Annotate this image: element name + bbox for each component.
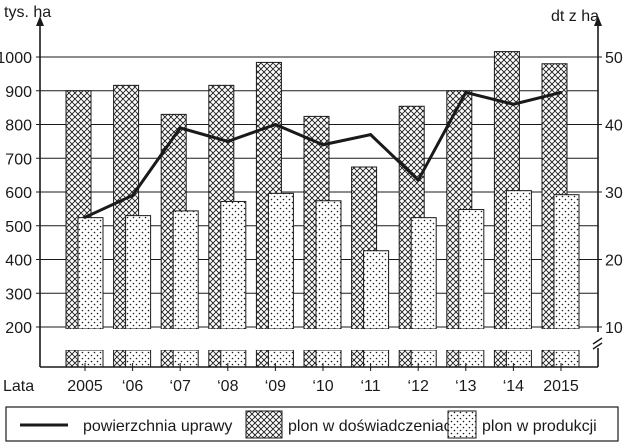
x-tick-label: 2015 bbox=[543, 378, 579, 395]
line-point bbox=[226, 139, 230, 143]
bar-production bbox=[172, 210, 199, 330]
x-tick-label: ‘10 bbox=[312, 378, 333, 395]
x-axis-prefix: Lata bbox=[3, 378, 34, 395]
x-tick-label: 2005 bbox=[67, 378, 103, 395]
legend-label-production: plon w produkcji bbox=[482, 418, 597, 435]
legend-box bbox=[5, 406, 619, 442]
bar-production bbox=[410, 217, 437, 330]
bar-production bbox=[315, 200, 342, 330]
y-left-tick-label: 400 bbox=[5, 253, 32, 270]
bar-production bbox=[505, 190, 532, 330]
bar-production-stub bbox=[220, 349, 247, 368]
bars bbox=[41, 51, 597, 368]
bar-production bbox=[267, 192, 294, 330]
line-point bbox=[273, 123, 277, 126]
legend-swatch-production bbox=[447, 410, 477, 439]
line-point bbox=[369, 133, 373, 137]
y-left-tick-label: 500 bbox=[5, 219, 32, 236]
legend-label-line: powierzchnia uprawy bbox=[83, 418, 232, 435]
y-left-tick-label: 200 bbox=[5, 320, 32, 337]
bar-production-stub bbox=[553, 349, 580, 368]
axis-break-mark bbox=[592, 337, 603, 350]
bar-production bbox=[125, 215, 152, 330]
bar-production-stub bbox=[410, 349, 437, 368]
x-tick-label: ‘12 bbox=[408, 378, 429, 395]
line-point bbox=[511, 102, 515, 106]
y-right-tick-label: 30 bbox=[605, 185, 623, 202]
bar-production-stub bbox=[315, 349, 342, 368]
y-left-tick-label: 600 bbox=[5, 185, 32, 202]
bar-production bbox=[363, 250, 390, 330]
y-left-axis-title: tys. ha bbox=[4, 4, 51, 21]
y-right-axis-title: dt z ha bbox=[551, 8, 599, 25]
bar-production-stub bbox=[172, 349, 199, 368]
y-right-tick-label: 10 bbox=[605, 320, 623, 337]
y-left-tick-label: 800 bbox=[5, 118, 32, 135]
bar-production-stub bbox=[267, 349, 294, 368]
x-tick-label: ‘06 bbox=[122, 378, 143, 395]
line-point bbox=[321, 143, 325, 147]
line-point bbox=[559, 90, 563, 94]
legend: powierzchnia uprawy plon w doświadczeniac… bbox=[5, 406, 619, 442]
axes bbox=[36, 16, 603, 371]
bar-production bbox=[220, 200, 247, 330]
line-point bbox=[131, 193, 135, 197]
line-point bbox=[178, 126, 182, 130]
x-tick-label: ‘13 bbox=[455, 378, 476, 395]
y-right-tick-label: 20 bbox=[605, 253, 623, 270]
bar-production-stub bbox=[505, 349, 532, 368]
line-series bbox=[83, 90, 563, 219]
bar-production bbox=[553, 194, 580, 330]
y-left-tick-label: 1000 bbox=[0, 50, 32, 67]
bar-production bbox=[458, 209, 485, 330]
y-left-tick-label: 300 bbox=[5, 286, 32, 303]
bar-production-stub bbox=[458, 349, 485, 368]
line-point bbox=[83, 215, 87, 219]
bar-production-stub bbox=[77, 349, 104, 368]
bar-production-stub bbox=[363, 349, 390, 368]
bar-production bbox=[77, 217, 104, 330]
y-axis-right-arrow bbox=[594, 16, 602, 26]
axis-break-band bbox=[41, 329, 597, 350]
x-tick-label: ‘11 bbox=[361, 378, 381, 395]
y-right-tick-label: 50 bbox=[605, 50, 623, 67]
x-tick-label: ‘09 bbox=[265, 378, 286, 395]
legend-label-experiments: plon w doświadczeniach bbox=[288, 418, 461, 435]
line-point bbox=[464, 90, 468, 94]
bar-production-stub bbox=[125, 349, 152, 368]
x-tick-label: ‘07 bbox=[170, 378, 191, 395]
x-tick-label: ‘08 bbox=[217, 378, 238, 395]
y-right-tick-label: 40 bbox=[605, 118, 623, 135]
axis-labels: 200 300 400 500 600 700 800 900 1000 10 20 30 40 50 ty… bbox=[0, 4, 623, 395]
line-point bbox=[416, 178, 420, 182]
x-tick-label: ‘14 bbox=[503, 378, 524, 395]
legend-swatch-experiments bbox=[245, 410, 283, 439]
y-left-tick-label: 900 bbox=[5, 84, 32, 101]
y-axis-left-arrow bbox=[36, 16, 44, 26]
y-left-tick-label: 700 bbox=[5, 151, 32, 168]
